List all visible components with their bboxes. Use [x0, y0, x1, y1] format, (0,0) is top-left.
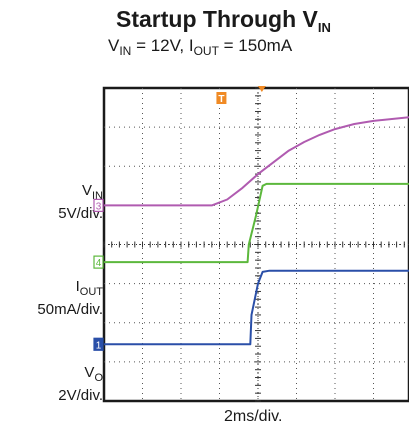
trigger-position-marker	[216, 92, 227, 104]
trace-iout	[104, 182, 409, 264]
trace-vin	[104, 116, 409, 207]
channel-label-vo: VO 2V/div.	[58, 364, 103, 404]
channel-marker-3	[93, 198, 104, 212]
x-axis-label: 2ms/div.	[224, 408, 283, 425]
channel-label-vin: VIN 5V/div.	[58, 182, 103, 222]
channel-scale-vo: 2V/div.	[58, 387, 103, 404]
channel-marker-label: 4	[96, 258, 102, 269]
channel-scale-vin: 5V/div.	[58, 205, 103, 222]
chart-title: Startup Through VIN	[116, 6, 331, 35]
traces	[104, 116, 409, 346]
channel-markers: 3 4 1 T	[93, 86, 266, 351]
channel-marker-label: 1	[96, 340, 102, 351]
trace-vo	[104, 269, 409, 346]
channel-marker-1	[93, 337, 104, 351]
chart-subtitle: VIN = 12V, IOUT = 150mA	[108, 36, 293, 58]
channel-marker-label: 3	[96, 201, 102, 212]
trigger-marker-label: T	[218, 94, 224, 105]
channel-scale-iout: 50mA/div.	[37, 301, 103, 318]
time-reference-arrow	[257, 86, 266, 92]
channel-marker-4	[93, 255, 104, 269]
channel-label-iout: IOUT 50mA/div.	[37, 278, 103, 318]
